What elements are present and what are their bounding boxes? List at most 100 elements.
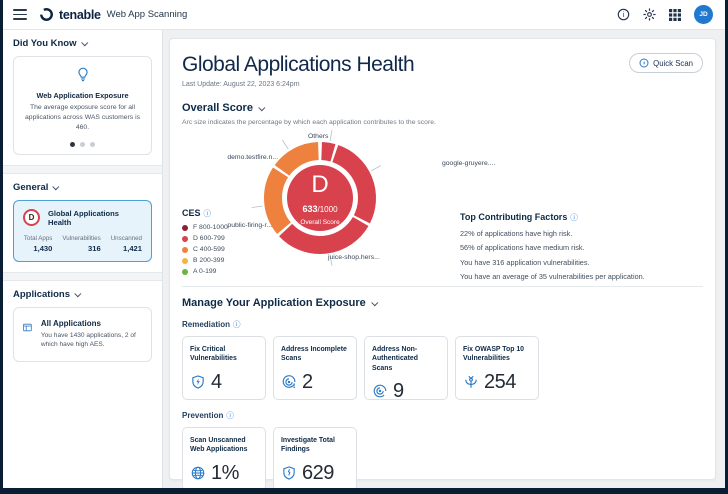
ces-legend-title: CESⓘ [182,208,228,219]
info-icon[interactable]: ⓘ [226,410,234,421]
legend-item-b: B 200-399 [182,257,228,264]
tile-fix-owasp-top10[interactable]: Fix OWASP Top 10 Vulnerabilities [455,336,539,400]
factor-line: You have an average of 35 vulnerabilitie… [460,272,700,281]
last-update: Last Update: August 22, 2023 6:24pm [182,81,414,88]
general-header[interactable]: General [13,182,152,193]
legend-item-c: C 400-599 [182,246,228,253]
did-you-know-card-title: Web Application Exposure [22,91,143,100]
overall-score-title: Overall Score [182,102,253,114]
carousel-dot-3[interactable] [90,142,95,147]
carousel-dot-2[interactable] [80,142,85,147]
tile-address-non-authenticated-scans[interactable]: Address Non-Authenticated Scans 9 [364,336,448,400]
sidebar: Did You Know Web Application Exposure Th… [3,30,163,488]
lightbulb-icon [75,66,91,82]
segment-label-google-gruyere: google-gruyere.... [442,160,495,167]
gah-card-title: Global Applications Health [48,209,142,227]
globe-icon [190,465,206,481]
factor-line: 22% of applications have high risk. [460,229,700,238]
segment-label-others: Others [308,133,328,140]
info-icon[interactable]: ⓘ [204,209,212,218]
help-icon[interactable]: i [617,8,630,21]
sidebar-item-global-applications-health[interactable]: D Global Applications Health Total Apps … [13,200,152,262]
prevention-tiles: Scan Unscanned Web Applications [182,427,703,488]
user-avatar[interactable]: JD [694,5,713,24]
remediation-label: Remediationⓘ [182,319,703,330]
segment-label-demo-testfire: demo.testfire.n... [206,154,278,161]
legend-dot [182,269,188,275]
tile-address-incomplete-scans[interactable]: Address Incomplete Scans 2 [273,336,357,400]
tile-scan-unscanned-web-applications[interactable]: Scan Unscanned Web Applications [182,427,266,488]
factor-line: 56% of applications have medium risk. [460,243,700,252]
page-title: Global Applications Health [182,53,414,77]
info-icon[interactable]: ⓘ [570,213,578,222]
wasp-icon [463,374,479,390]
top-contributing-factors: Top Contributing Factorsⓘ 22% of applica… [460,212,700,281]
svg-text:i: i [623,12,625,19]
applications-title: Applications [13,289,70,300]
did-you-know-title: Did You Know [13,38,77,49]
legend-dot [182,247,188,253]
donut-segment[interactable] [322,151,333,153]
chevron-down-icon [53,183,60,190]
overall-grade: D [311,171,328,198]
quick-scan-label: Quick Scan [653,59,693,68]
shield-findings-icon [281,465,297,481]
tile-fix-critical-vulnerabilities[interactable]: Fix Critical Vulnerabilities 4 [182,336,266,400]
quick-scan-icon [639,58,649,68]
topbar: tenable Web App Scanning i JD [3,0,725,30]
general-title: General [13,182,48,193]
manage-exposure-title: Manage Your Application Exposure [182,297,366,309]
gah-stats: Total Apps 1,430 Vulnerabilities 316 Uns… [23,235,142,253]
non-auth-scan-icon [372,383,388,399]
legend-item-f: F 800-1000 [182,224,228,231]
did-you-know-header[interactable]: Did You Know [13,38,152,49]
donut-segment[interactable] [273,172,284,228]
product-name: Web App Scanning [107,9,188,20]
sidebar-divider [3,272,162,281]
menu-icon[interactable] [13,9,27,20]
chevron-down-icon [81,39,88,46]
carousel-dot-1[interactable] [70,142,75,147]
stat-value: 1,421 [111,244,142,253]
info-icon[interactable]: ⓘ [233,319,241,330]
remediation-tiles: Fix Critical Vulnerabilities 4 Address I… [182,336,703,400]
stat-value: 1,430 [24,244,53,253]
stat-label: Unscanned [111,235,142,242]
manage-exposure-header[interactable]: Manage Your Application Exposure [182,297,703,309]
did-you-know-card-body: The average exposure score for all appli… [22,103,143,134]
legend-dot [182,258,188,264]
stat-label: Total Apps [24,235,53,242]
carousel-dots [22,142,143,147]
tile-investigate-total-findings[interactable]: Investigate Total Findings 629 [273,427,357,488]
incomplete-scan-icon [281,374,297,390]
segment-label-juice-shop: juice-shop.hers... [328,254,380,261]
overall-score-value: 633/1000 [302,204,338,214]
quick-scan-button[interactable]: Quick Scan [629,53,703,73]
shield-bolt-icon [190,374,206,390]
sidebar-divider [3,165,162,174]
settings-gear-icon[interactable] [643,8,656,21]
did-you-know-card[interactable]: Web Application Exposure The average exp… [13,56,152,155]
applications-window-icon [22,319,33,336]
tenable-logo-icon [39,7,54,22]
grade-badge: D [23,209,40,226]
legend-dot [182,225,188,231]
prevention-label: Preventionⓘ [182,410,703,421]
chevron-down-icon [258,104,265,111]
applications-header[interactable]: Applications [13,289,152,300]
ces-legend: CESⓘ F 800-1000 D 600-799 C 400-599 B 20… [182,208,228,275]
manage-exposure-section: Manage Your Application Exposure Remedia… [182,286,703,488]
legend-item-a: A 0-199 [182,268,228,275]
factor-line: You have 316 application vulnerabilities… [460,258,700,267]
overall-score-label: Overall Score [300,219,340,226]
app-window: tenable Web App Scanning i JD Did You Kn… [0,0,728,494]
overall-score-chart: D 633/1000 Overall Score Others demo.tes… [182,128,703,280]
sidebar-item-all-applications[interactable]: All Applications You have 1430 applicati… [13,307,152,362]
all-applications-body: You have 1430 applications, 2 of which h… [41,331,143,350]
tenable-logo: tenable Web App Scanning [39,7,187,22]
apps-grid-icon[interactable] [669,9,681,21]
main-content: Global Applications Health Last Update: … [163,30,725,488]
stat-label: Vulnerabilities [62,235,100,242]
chevron-down-icon [371,299,378,306]
overall-score-header[interactable]: Overall Score [182,102,703,114]
